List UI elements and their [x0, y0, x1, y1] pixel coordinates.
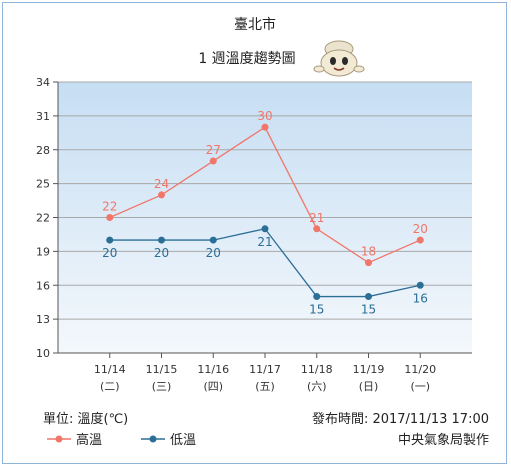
weather-mascot-icon — [313, 40, 365, 77]
x-tick-label: 11/14 — [94, 363, 126, 376]
data-point — [106, 236, 114, 244]
y-tick-label: 28 — [36, 144, 50, 157]
data-label: 15 — [309, 303, 324, 317]
chart-frame: 臺北市 1 週溫度趨勢圖 10 13 16 19 22 25 28 31 34 11/14 (二)… — [2, 2, 507, 464]
x-weekday-label: (五) — [255, 380, 275, 393]
data-label: 21 — [257, 235, 272, 249]
data-label: 22 — [102, 200, 117, 214]
x-weekday-label: (四) — [203, 380, 223, 393]
data-label: 20 — [154, 246, 169, 260]
series-high: 22 24 27 30 21 18 20 — [102, 109, 428, 267]
y-tick-label: 19 — [36, 245, 50, 258]
x-tick-label: 11/19 — [353, 363, 385, 376]
x-weekday-label: (六) — [307, 380, 327, 393]
y-tick-label: 25 — [36, 178, 50, 191]
data-point — [313, 225, 321, 233]
data-point — [106, 214, 114, 221]
data-label: 15 — [361, 303, 376, 317]
y-axis: 10 13 16 19 22 25 28 31 34 — [36, 76, 59, 360]
data-point — [158, 236, 165, 244]
legend-label-low: 低溫 — [170, 433, 196, 448]
issued-time: 發布時間: 2017/11/13 17:00 — [312, 412, 489, 427]
x-weekday-label: (日) — [359, 380, 379, 393]
x-axis: 11/14 (二) 11/15 (三) 11/16 (四) 11/17 (五) 11/18 (六)… — [58, 352, 472, 393]
legend-label-high: 高溫 — [76, 432, 102, 448]
y-tick-label: 31 — [36, 110, 50, 123]
x-weekday-label: (一) — [410, 380, 430, 393]
x-weekday-label: (三) — [152, 380, 172, 393]
data-label: 18 — [361, 245, 376, 259]
data-label: 16 — [413, 291, 428, 305]
data-label: 30 — [257, 109, 272, 123]
series-layer: 22 24 27 30 21 18 20 20 20 20 21 15 15 16 — [102, 109, 428, 316]
data-label: 27 — [206, 143, 221, 157]
unit-label: 單位: 溫度(℃) — [43, 411, 128, 427]
data-label: 20 — [102, 246, 117, 260]
chart-subtitle: 1 週溫度趨勢圖 — [198, 51, 295, 67]
data-label: 21 — [309, 211, 324, 225]
x-tick-label: 11/16 — [197, 363, 229, 376]
gridlines — [58, 81, 472, 320]
data-point — [209, 157, 217, 165]
data-point — [313, 293, 321, 301]
data-point — [261, 123, 269, 131]
x-tick-label: 11/18 — [301, 363, 333, 376]
data-label: 20 — [413, 222, 428, 236]
legend-item-low: 低溫 — [141, 433, 196, 448]
y-tick-label: 34 — [36, 76, 50, 89]
agency-label: 中央氣象局製作 — [398, 433, 489, 448]
x-tick-label: 11/17 — [249, 363, 281, 376]
x-tick-label: 11/20 — [404, 363, 436, 376]
y-tick-label: 10 — [36, 347, 50, 360]
data-point — [209, 236, 217, 244]
data-point — [158, 191, 165, 199]
y-tick-label: 13 — [36, 313, 50, 326]
data-point — [416, 281, 424, 289]
temperature-chart: 臺北市 1 週溫度趨勢圖 10 13 16 19 22 25 28 31 34 11/14 (二)… — [36, 16, 489, 448]
chart-title: 臺北市 — [234, 16, 276, 33]
data-label: 24 — [154, 177, 169, 191]
data-point — [416, 236, 424, 244]
x-tick-label: 11/15 — [146, 363, 178, 376]
legend: 高溫 低溫 — [47, 432, 196, 448]
legend-item-high: 高溫 — [47, 432, 102, 448]
data-label: 20 — [206, 246, 221, 260]
series-low: 20 20 20 21 15 15 16 — [102, 225, 428, 317]
data-point — [261, 225, 269, 233]
x-weekday-label: (二) — [100, 380, 120, 393]
y-tick-label: 22 — [36, 212, 50, 225]
data-point — [365, 293, 372, 301]
y-tick-label: 16 — [36, 279, 50, 292]
data-point — [365, 259, 372, 267]
